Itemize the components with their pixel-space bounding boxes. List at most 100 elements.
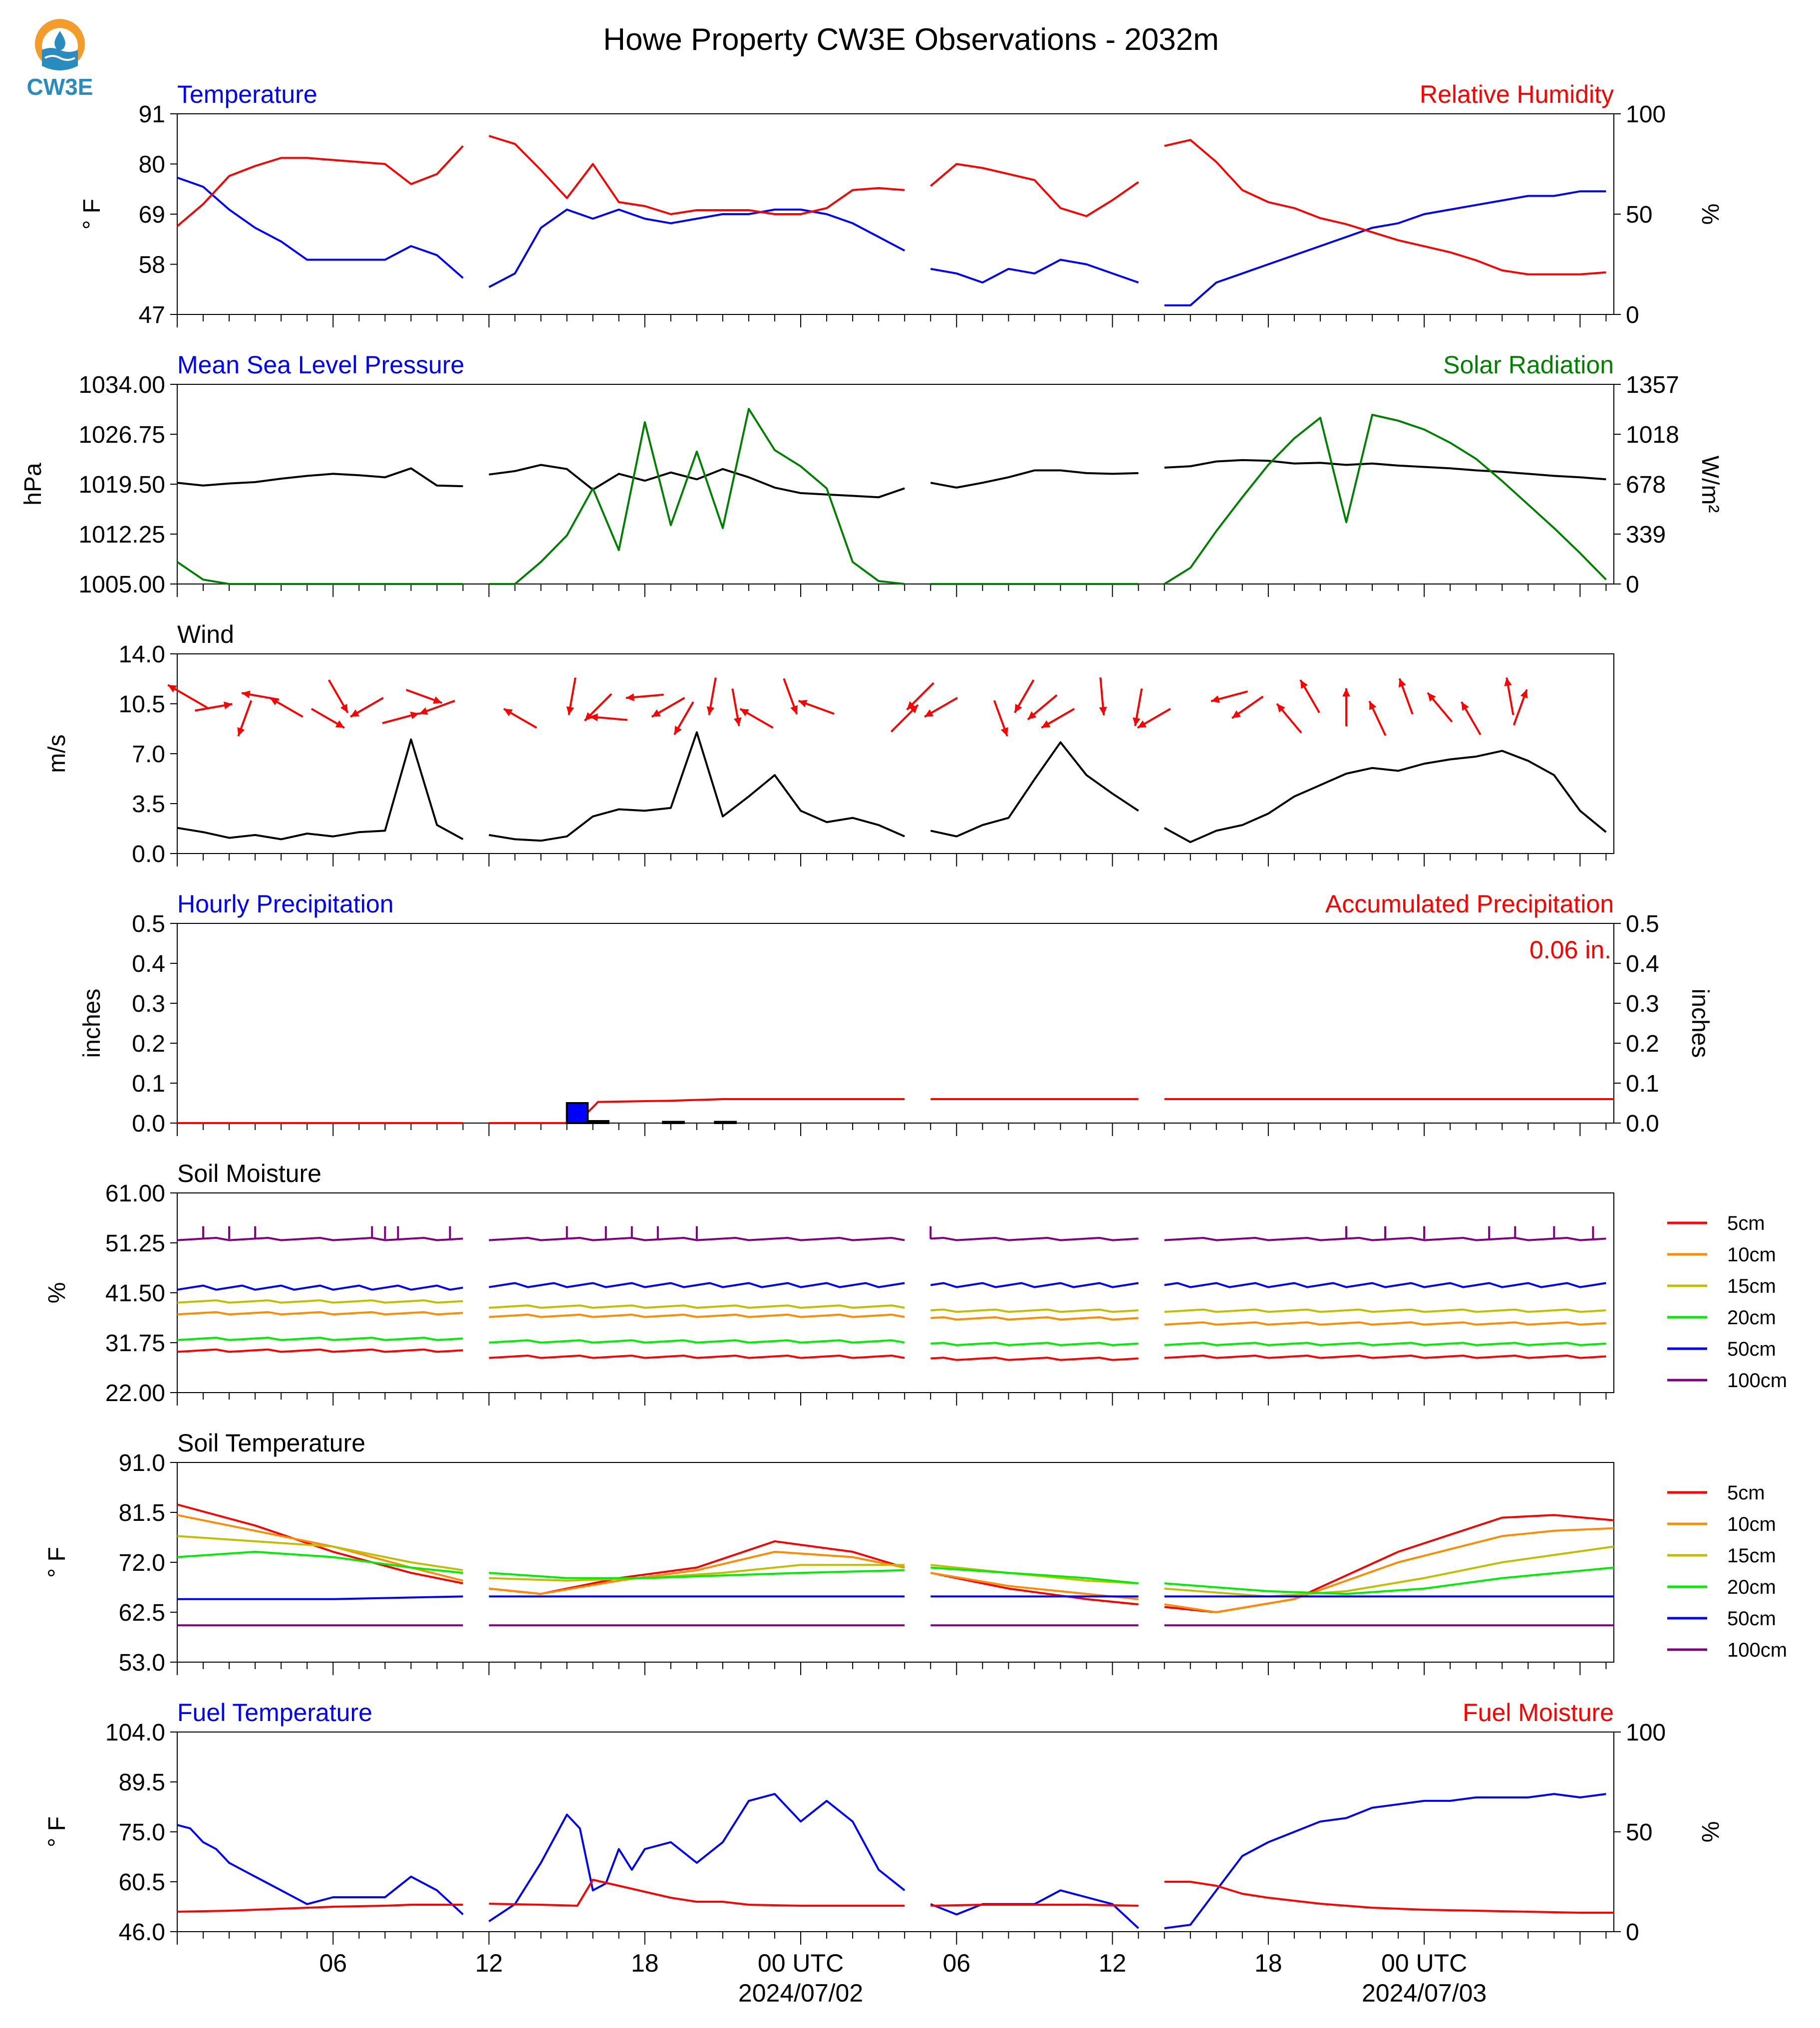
soil_moisture-legend-label: 5cm	[1727, 1212, 1765, 1234]
wind-ytick-label: 3.5	[132, 791, 165, 818]
temp_rh-right-title: Relative Humidity	[1420, 80, 1614, 108]
wind-arrow-head	[706, 706, 715, 715]
temp_rh-series-relative-humidity	[1164, 139, 1606, 276]
wind-arrow-head	[740, 709, 749, 716]
pressure_solar-ytick-right-label: 1018	[1626, 422, 1679, 448]
soil_moisture-series-20cm	[1164, 1342, 1606, 1346]
fuel-ytick-right-label: 100	[1626, 1720, 1666, 1746]
temp_rh-series-relative-humidity	[930, 163, 1139, 217]
wind-arrow-head	[237, 727, 245, 736]
soil_temperature-series-15cm	[1164, 1545, 1614, 1598]
wind-arrow-head	[270, 698, 279, 705]
soil_temperature-series-20cm	[930, 1566, 1139, 1585]
wind-arrow	[566, 677, 577, 715]
wind-arrow	[1041, 708, 1075, 729]
temp_rh-ytick-right-label: 0	[1626, 302, 1639, 328]
wind-arrow	[327, 679, 349, 713]
wind-arrow	[1133, 688, 1143, 726]
wind-series-wind	[930, 741, 1139, 838]
temp_rh-ytick-label: 58	[139, 252, 165, 279]
soil_moisture-series-15cm	[1164, 1308, 1606, 1313]
wind-arrow	[269, 697, 303, 718]
soil_moisture-series-15cm	[489, 1304, 905, 1309]
temp_rh-ytick-label: 91	[139, 101, 165, 128]
temp_rh-series-temperature	[177, 177, 464, 279]
soil_moisture-series-20cm	[489, 1339, 905, 1344]
temp_rh-left-title: Temperature	[177, 80, 317, 108]
fuel-left-title: Fuel Temperature	[177, 1699, 372, 1727]
precip-ytick-label: 0.4	[132, 951, 165, 977]
precip-ylabel: inches	[79, 989, 105, 1058]
temp_rh-series-temperature	[930, 259, 1139, 284]
wind-ytick-label: 0.0	[132, 841, 165, 868]
wind-arrow	[1099, 677, 1107, 716]
precip-ytick-right-label: 0.3	[1626, 991, 1659, 1017]
wind-arrow	[1211, 690, 1248, 703]
wind-arrow-head	[907, 701, 915, 710]
soil_temperature-series-15cm	[930, 1564, 1139, 1585]
temp_rh-ytick-label: 69	[139, 202, 165, 228]
wind-arrow-head	[1398, 678, 1406, 688]
soil_temperature-series-10cm	[1164, 1527, 1614, 1613]
wind-arrow	[924, 697, 958, 718]
panel-pressure_solar: Mean Sea Level Pressure Solar Radiation 10…	[20, 351, 1723, 598]
soil_temperature-ytick-label: 72.0	[119, 1550, 165, 1576]
fuel-ytick-label: 75.0	[119, 1819, 165, 1846]
wind-arrow-head	[1133, 717, 1141, 726]
precip-accumulated-label: 0.06 in.	[1529, 936, 1611, 964]
precip-ytick-right-label: 0.2	[1626, 1031, 1659, 1057]
soil_moisture-series-100cm	[930, 1236, 1139, 1241]
wind-arrow	[625, 693, 664, 701]
soil_moisture-series-20cm	[177, 1336, 463, 1341]
cw3e-logo-icon	[35, 19, 85, 70]
wind-arrow-head	[223, 701, 233, 709]
wind-arrow-head	[168, 685, 177, 693]
soil_temperature-ytick-label: 53.0	[119, 1650, 165, 1676]
wind-arrow-head	[350, 709, 359, 717]
pressure_solar-series-solar-radiation	[1164, 414, 1607, 585]
soil_moisture-legend-label: 50cm	[1727, 1338, 1776, 1360]
wind-arrow	[798, 700, 835, 715]
precip-ytick-right-label: 0.4	[1626, 951, 1659, 977]
soil_moisture-series-10cm	[489, 1313, 905, 1318]
wind-arrow-head	[335, 720, 344, 728]
wind-ytick-label: 14.0	[119, 641, 165, 668]
wind-arrow	[1513, 689, 1528, 726]
soil_temperature-left-title: Soil Temperature	[177, 1429, 365, 1457]
fuel-ytick-label: 89.5	[119, 1769, 165, 1796]
soil_moisture-ytick-label: 61.00	[105, 1180, 165, 1207]
temp_rh-ytick-label: 47	[139, 302, 165, 328]
precip-plot-frame	[177, 923, 1614, 1124]
wind-arrow-head	[1300, 680, 1308, 689]
wind-arrow-head	[651, 709, 661, 717]
soil_temperature-series-15cm	[177, 1535, 463, 1571]
soil_moisture-series-5cm	[930, 1356, 1139, 1361]
wind-arrow	[1398, 678, 1414, 715]
soil_moisture-series-10cm	[930, 1316, 1139, 1321]
wind-ytick-label: 10.5	[119, 691, 165, 718]
fuel-series-fuel-moisture	[489, 1879, 905, 1907]
fuel-right-title: Fuel Moisture	[1463, 1699, 1614, 1727]
precip-ytick-right-label: 0.5	[1626, 911, 1659, 937]
wind-arrow-head	[419, 707, 428, 715]
soil_moisture-legend-label: 20cm	[1727, 1307, 1776, 1329]
figure-title: Howe Property CW3E Observations - 2032m	[603, 22, 1219, 57]
wind-arrow-head	[1099, 707, 1107, 715]
soil_moisture-ytick-label: 31.75	[105, 1330, 165, 1357]
cw3e-logo-text: CW3E	[27, 74, 93, 100]
wind-arrow	[783, 678, 798, 715]
fuel-ytick-label: 46.0	[119, 1919, 165, 1946]
wind-left-title: Wind	[177, 620, 234, 648]
wind-arrow-head	[242, 690, 251, 698]
wind-arrow	[419, 700, 455, 715]
fuel-series-fuel-moisture	[930, 1904, 1139, 1907]
wind-arrow	[739, 708, 774, 729]
wind-arrow-head	[1427, 692, 1436, 702]
wind-arrow-head	[433, 696, 442, 704]
soil_moisture-series-10cm	[177, 1311, 463, 1316]
soil_temperature-series-5cm	[177, 1503, 463, 1585]
wind-arrow	[589, 713, 627, 721]
precip-hourly-bar	[662, 1121, 685, 1125]
wind-arrow-head	[1211, 695, 1220, 703]
